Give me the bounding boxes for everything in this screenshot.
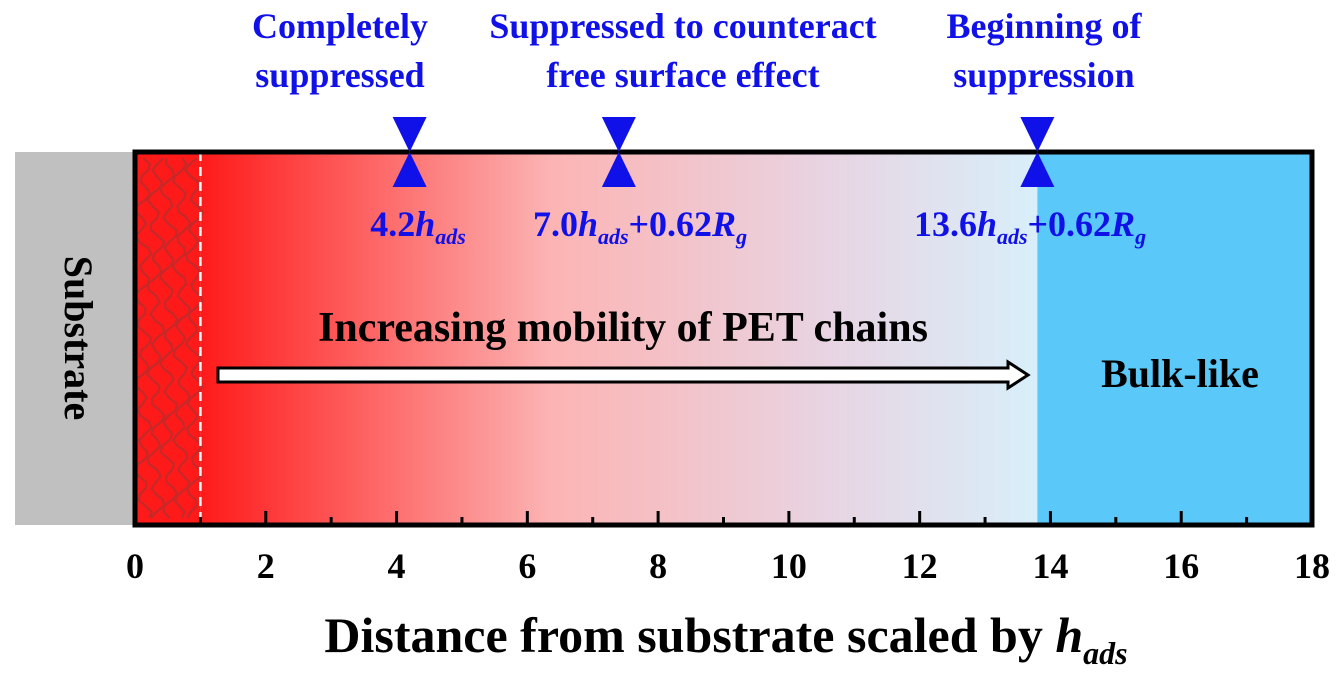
- label-var: h: [977, 204, 997, 244]
- label-number: 7.0: [533, 204, 578, 244]
- x-axis-label: Distance from substrate scaled by hads: [324, 607, 1127, 671]
- marker-down-triangle: [601, 117, 636, 152]
- label-sub: ads: [435, 224, 466, 249]
- x-axis-label-var: h: [1055, 607, 1083, 663]
- tick-label: 8: [649, 546, 667, 586]
- label-number: 13.6: [914, 204, 977, 244]
- marker-down-triangle: [392, 117, 427, 152]
- marker-title-line: Suppressed to counteract: [489, 6, 876, 46]
- tick-label: 2: [257, 546, 275, 586]
- polymer-chain: [171, 157, 192, 519]
- tick-label: 10: [771, 546, 807, 586]
- bulk-region: [1037, 152, 1312, 525]
- mobility-arrow: [216, 359, 1031, 391]
- tick-label: 4: [388, 546, 406, 586]
- label-sub: ads: [997, 224, 1028, 249]
- x-axis-ticks: [198, 511, 1249, 525]
- label-tail-sub: g: [735, 224, 747, 249]
- polymer-chain: [145, 157, 166, 519]
- tick-label: 16: [1163, 546, 1199, 586]
- x-axis-label-sub: ads: [1083, 635, 1127, 671]
- label-var: h: [578, 204, 598, 244]
- marker-up-triangle: [601, 152, 636, 187]
- tick-label: 0: [126, 546, 144, 586]
- polymer-chain: [158, 157, 179, 519]
- mobility-gradient-region: [200, 152, 1038, 525]
- marker-3: Beginning of suppression 13.6hads+0.62Rg: [914, 6, 1146, 249]
- tick-label: 6: [518, 546, 536, 586]
- marker-1: Completely suppressed 4.2hads: [252, 6, 466, 249]
- mobility-label: Increasing mobility of PET chains: [318, 305, 928, 351]
- substrate-label: Substrate: [56, 256, 101, 420]
- marker-value-label: 7.0hads+0.62Rg: [533, 204, 747, 249]
- label-var: h: [415, 204, 435, 244]
- marker-2: Suppressed to counteract free surface eff…: [489, 6, 876, 249]
- marker-title-line: suppression: [953, 55, 1134, 95]
- label-tail: +0.62: [629, 204, 713, 244]
- label-tail: +0.62: [1028, 204, 1112, 244]
- x-axis-tick-labels: 0 2 4 6 8 10 12 14 16 18: [126, 546, 1330, 586]
- marker-up-triangle: [392, 152, 427, 187]
- label-tail-sub: g: [1134, 224, 1146, 249]
- tick-label: 18: [1294, 546, 1330, 586]
- marker-up-triangle: [1020, 152, 1055, 187]
- marker-value-label: 13.6hads+0.62Rg: [914, 204, 1146, 249]
- marker-title-line: free surface effect: [546, 55, 819, 95]
- marker-title-line: Completely: [252, 6, 428, 46]
- substrate-block: [15, 152, 135, 525]
- marker-title-line: suppressed: [255, 55, 424, 95]
- label-tail-var: R: [711, 204, 736, 244]
- label-tail-var: R: [1110, 204, 1135, 244]
- tick-label: 12: [902, 546, 938, 586]
- label-number: 4.2: [370, 204, 415, 244]
- tick-label: 14: [1032, 546, 1068, 586]
- marker-down-triangle: [1020, 117, 1055, 152]
- x-axis-label-text: Distance from substrate scaled by: [324, 607, 1055, 663]
- marker-title-line: Beginning of: [946, 6, 1142, 46]
- label-sub: ads: [598, 224, 629, 249]
- marker-value-label: 4.2hads: [370, 204, 466, 249]
- bulk-label: Bulk-like: [1101, 351, 1259, 396]
